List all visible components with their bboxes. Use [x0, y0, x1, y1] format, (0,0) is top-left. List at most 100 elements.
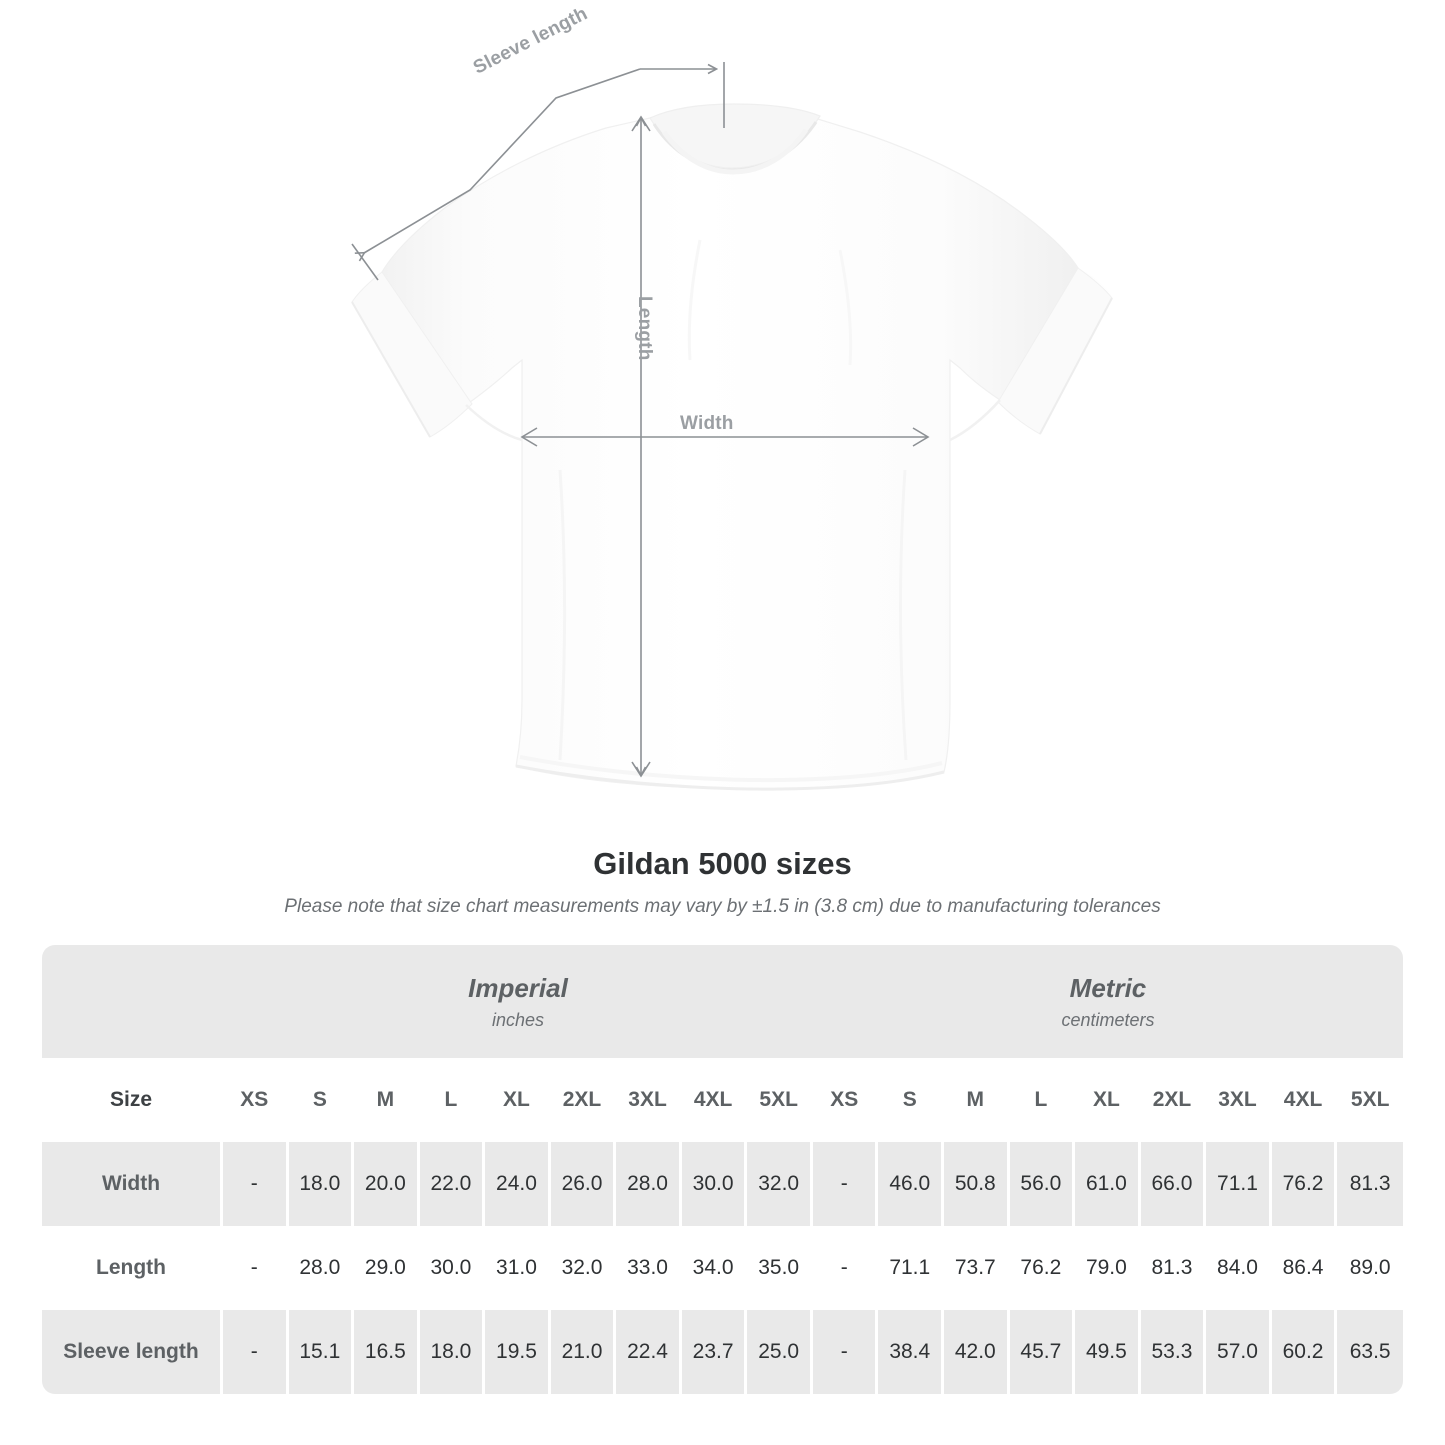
- measurement-cell: 33.0: [616, 1226, 682, 1310]
- size-column-header: 4XL: [1271, 1058, 1338, 1142]
- measurement-cell: 45.7: [1009, 1310, 1076, 1394]
- measurement-cell: 84.0: [1206, 1226, 1272, 1310]
- tshirt-diagram: Sleeve length Length Width: [351, 3, 1113, 791]
- length-label: Length: [634, 296, 655, 361]
- size-column-header: XS: [223, 1058, 289, 1142]
- measurement-cell: 28.0: [616, 1142, 682, 1226]
- measurement-cell: 30.0: [419, 1226, 486, 1310]
- unit-name: Imperial: [468, 973, 568, 1003]
- measurement-cell: -: [812, 1310, 879, 1394]
- size-column-header: L: [419, 1058, 486, 1142]
- measurement-cell: 18.0: [288, 1142, 355, 1226]
- sleeve-diagonal: [364, 68, 641, 253]
- unit-header-row: Imperial inches Metric centimeters: [42, 945, 1403, 1058]
- measurement-cell: 34.0: [681, 1226, 748, 1310]
- width-label: Width: [680, 413, 734, 434]
- row-label: Width: [42, 1142, 223, 1226]
- measurement-cell: -: [812, 1226, 879, 1310]
- measurement-cell: 63.5: [1337, 1310, 1403, 1394]
- size-column-header: 5XL: [1337, 1058, 1403, 1142]
- measurement-cell: 24.0: [485, 1142, 551, 1226]
- size-column-header: XL: [1075, 1058, 1141, 1142]
- row-label: Length: [42, 1226, 223, 1310]
- measurement-cell: 22.0: [419, 1142, 486, 1226]
- table-row: Sleeve length -15.1 16.5 18.0 19.5 21.0 22.4 23…: [42, 1310, 1403, 1394]
- measurement-cell: 32.0: [550, 1226, 617, 1310]
- unit-subtitle: centimeters: [1061, 1009, 1155, 1030]
- size-chart-table: Imperial inches Metric centimeters Size XS S M L…: [42, 945, 1403, 1394]
- page-title: Gildan 5000 sizes: [593, 846, 852, 881]
- measurement-cell: 35.0: [747, 1226, 813, 1310]
- unit-header-metric: Metric centimeters: [812, 945, 1403, 1058]
- size-column-header: S: [288, 1058, 355, 1142]
- measurement-cell: 19.5: [485, 1310, 551, 1394]
- measurement-cell: 56.0: [1009, 1142, 1076, 1226]
- measurement-cell: 50.8: [944, 1142, 1010, 1226]
- measurement-cell: 49.5: [1075, 1310, 1141, 1394]
- measurement-cell: 46.0: [878, 1142, 945, 1226]
- size-column-header: XL: [485, 1058, 551, 1142]
- measurement-cell: 22.4: [616, 1310, 682, 1394]
- measurement-cell: 21.0: [550, 1310, 617, 1394]
- measurement-cell: 29.0: [354, 1226, 420, 1310]
- measurement-cell: 18.0: [419, 1310, 486, 1394]
- measurement-cell: 61.0: [1075, 1142, 1141, 1226]
- measurement-cell: 76.2: [1009, 1226, 1076, 1310]
- length-arrowhead-top: [631, 115, 651, 132]
- measurement-cell: 60.2: [1271, 1310, 1338, 1394]
- measurement-cell: 73.7: [944, 1226, 1010, 1310]
- measurement-cell: 71.1: [878, 1226, 945, 1310]
- measurement-cell: 81.3: [1337, 1142, 1403, 1226]
- measurement-cell: 38.4: [878, 1310, 945, 1394]
- measurement-cell: -: [223, 1310, 289, 1394]
- width-arrowhead-left: [520, 427, 538, 447]
- measurement-cell: 81.3: [1140, 1226, 1207, 1310]
- size-column-header: M: [354, 1058, 420, 1142]
- measurement-cell: 25.0: [747, 1310, 813, 1394]
- size-column-header: 2XL: [550, 1058, 617, 1142]
- unit-row-corner: [42, 945, 223, 1058]
- size-header-row: Size XS S M L XL 2XL 3XL 4XL 5XL XS S M L XL 2XL 3XL 4XL 5…: [42, 1058, 1403, 1142]
- measurement-cell: 57.0: [1206, 1310, 1272, 1394]
- shirt-shape: [351, 103, 1113, 791]
- size-column-header: 2XL: [1140, 1058, 1207, 1142]
- measurement-cell: 53.3: [1140, 1310, 1207, 1394]
- measurement-cell: -: [812, 1142, 879, 1226]
- size-column-header: L: [1009, 1058, 1076, 1142]
- measurement-cell: -: [223, 1226, 289, 1310]
- size-column-header: M: [944, 1058, 1010, 1142]
- measurement-cell: 16.5: [354, 1310, 420, 1394]
- size-header-cell: Size: [42, 1058, 223, 1142]
- tshirt-illustration: [351, 62, 1113, 791]
- measurement-cell: 89.0: [1337, 1226, 1403, 1310]
- table-row: Length -28.0 29.0 30.0 31.0 32.0 33.0 34.0 35.0-…: [42, 1226, 1403, 1310]
- unit-name: Metric: [1069, 973, 1147, 1003]
- width-arrowhead-right: [912, 427, 930, 447]
- unit-subtitle: inches: [491, 1009, 544, 1030]
- measurement-cell: 66.0: [1140, 1142, 1207, 1226]
- measurement-cell: 30.0: [681, 1142, 748, 1226]
- sleeve-tick-left: [351, 243, 379, 281]
- measurement-cell: 26.0: [550, 1142, 617, 1226]
- measurement-cell: 31.0: [485, 1226, 551, 1310]
- dimension-lines: [351, 62, 930, 778]
- table-row: Width -18.0 20.0 22.0 24.0 26.0 28.0 30.0 32.0-4…: [42, 1142, 1403, 1226]
- measurement-cell: 28.0: [288, 1226, 355, 1310]
- measurement-cell: 15.1: [288, 1310, 355, 1394]
- measurement-cell: 76.2: [1271, 1142, 1338, 1226]
- length-arrowhead-bottom: [631, 761, 651, 778]
- size-column-header: S: [878, 1058, 945, 1142]
- row-label: Sleeve length: [42, 1310, 223, 1394]
- size-column-header: XS: [812, 1058, 879, 1142]
- title-block: Gildan 5000 sizes Please note that size …: [0, 845, 1445, 919]
- measurement-cell: 20.0: [354, 1142, 420, 1226]
- measurement-cell: 23.7: [681, 1310, 748, 1394]
- measurement-cell: -: [223, 1142, 289, 1226]
- size-chart-table-wrapper: Imperial inches Metric centimeters Size XS S M L…: [42, 945, 1403, 1394]
- measurement-cell: 86.4: [1271, 1226, 1338, 1310]
- size-column-header: 5XL: [747, 1058, 813, 1142]
- tolerance-note: Please note that size chart measurements…: [284, 896, 1161, 918]
- measurement-cell: 42.0: [944, 1310, 1010, 1394]
- size-column-header: 3XL: [1206, 1058, 1272, 1142]
- measurement-cell: 79.0: [1075, 1226, 1141, 1310]
